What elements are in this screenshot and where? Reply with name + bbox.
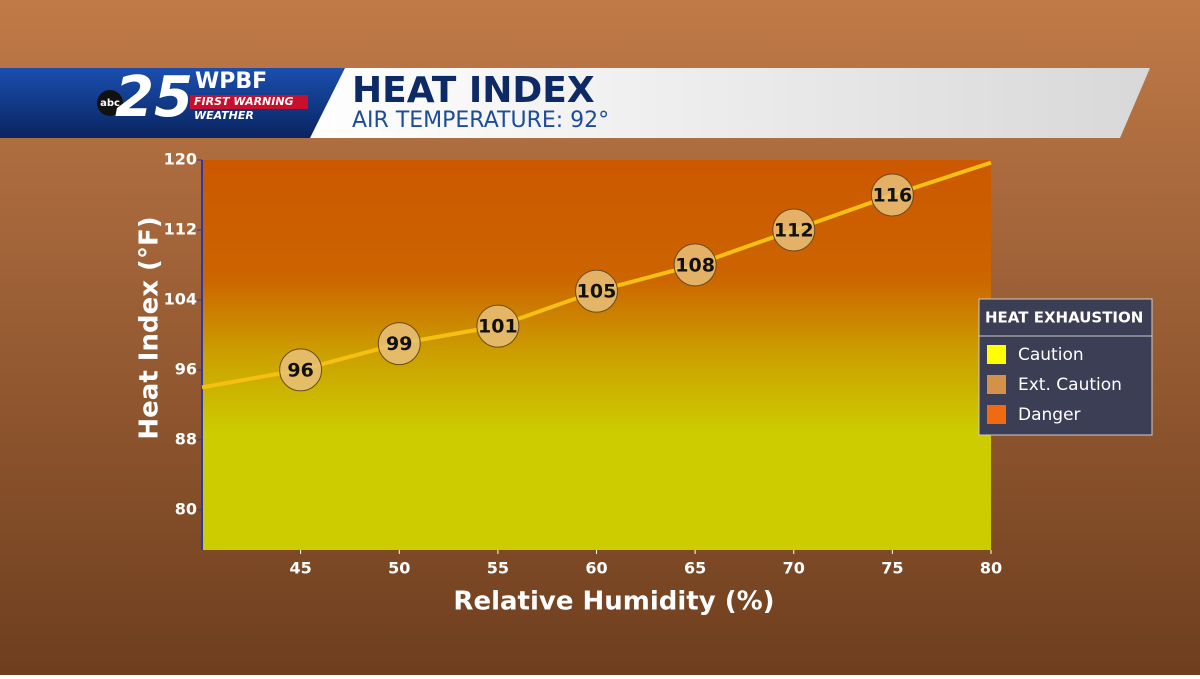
plot-area (202, 160, 991, 550)
x-tick-label: 45 (289, 559, 311, 578)
abc-badge (97, 90, 123, 116)
channel: 25 (115, 65, 193, 130)
data-label: 101 (478, 316, 518, 338)
header-band (300, 68, 1150, 138)
legend-swatch (987, 345, 1006, 364)
x-tick-label: 55 (487, 559, 509, 578)
data-label: 105 (577, 281, 617, 303)
y-tick-label: 80 (175, 499, 197, 518)
chart-subtitle: AIR TEMPERATURE: 92° (352, 108, 609, 133)
chart-title: HEAT INDEX (352, 70, 595, 111)
logo-line1: FIRST WARNING (194, 95, 294, 108)
data-label: 112 (774, 219, 814, 241)
x-tick-label: 60 (585, 559, 607, 578)
x-axis-label: Relative Humidity (%) (453, 587, 774, 617)
legend-box (978, 298, 1153, 436)
point (476, 304, 520, 348)
legend-label: Caution (1018, 345, 1084, 365)
logo-band (0, 68, 345, 138)
legend-label: Danger (1018, 405, 1081, 425)
logo-line2: WEATHER (194, 109, 254, 122)
y-tick-label: 88 (175, 429, 197, 448)
station: WPBF (195, 69, 267, 94)
point (575, 269, 618, 313)
data-label: 99 (386, 333, 412, 355)
legend: HEAT EXHAUSTION Caution Ext. Caution Dange… (978, 298, 1153, 436)
x-tick-label: 65 (684, 559, 706, 578)
logo-strip (190, 95, 308, 109)
legend-swatch (987, 405, 1006, 424)
y-tick-label: 96 (175, 359, 197, 378)
point (377, 322, 421, 366)
data-label: 96 (287, 359, 313, 381)
point (673, 243, 717, 287)
legend-swatch (987, 375, 1006, 394)
point (279, 348, 323, 392)
y-tick-label: 112 (164, 219, 197, 238)
x-tick-label: 50 (388, 559, 410, 578)
x-tick-label: 70 (783, 559, 805, 578)
point (772, 208, 816, 252)
network: abc (100, 98, 120, 109)
y-axis-label: Heat Index (°F) (135, 216, 165, 439)
legend-title: HEAT EXHAUSTION (985, 309, 1143, 327)
y-tick-label: 120 (164, 150, 197, 169)
point (870, 173, 914, 217)
data-label: 108 (675, 254, 715, 276)
y-tick-label: 104 (164, 289, 197, 308)
x-tick-label: 80 (980, 559, 1002, 578)
x-tick-label: 75 (881, 559, 903, 578)
data-label: 116 (873, 184, 913, 206)
legend-label: Ext. Caution (1018, 375, 1122, 395)
